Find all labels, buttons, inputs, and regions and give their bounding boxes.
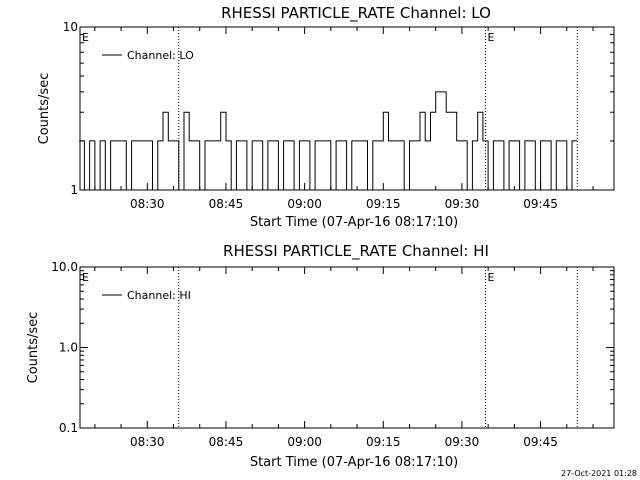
marker-flag: E [488,31,495,44]
x-tick-label: 09:30 [445,435,480,449]
footer-timestamp: 27-Oct-2021 01:28 [561,469,637,478]
legend-label: Channel: LO [127,49,194,62]
x-tick-label: 09:45 [523,435,558,449]
legend-label: Channel: HI [127,289,191,302]
x-tick-label: 09:15 [366,435,401,449]
x-tick-label: 08:30 [130,435,165,449]
corner-flag: E [82,31,89,44]
marker-flag: E [488,271,495,284]
y-tick-label: 0.1 [59,421,78,435]
panel-lo: RHESSI PARTICLE_RATE Channel: LO Start Ti… [37,4,615,230]
y-axis-label: Counts/sec [26,312,41,384]
corner-flag: E [82,271,89,284]
x-tick-label: 09:00 [287,197,322,211]
chart-title: RHESSI PARTICLE_RATE Channel: HI [223,242,489,261]
series-line-channel--lo [79,91,578,191]
x-axis-label: Start Time (07-Apr-16 08:17:10) [250,455,458,470]
x-tick-label: 09:30 [445,197,480,211]
y-axis-label: Counts/sec [37,73,52,145]
y-tick-label: 1 [70,183,78,197]
y-tick-label: 1.0 [59,341,78,355]
x-tick-label: 09:15 [366,197,401,211]
x-tick-label: 08:45 [209,197,244,211]
x-tick-label: 09:00 [287,435,322,449]
y-tick-label: 10 [63,20,78,34]
panel-hi: RHESSI PARTICLE_RATE Channel: HI Start Ti… [26,242,615,470]
y-tick-label: 10.0 [51,260,78,274]
x-tick-label: 08:45 [209,435,244,449]
x-axis-label: Start Time (07-Apr-16 08:17:10) [250,215,458,230]
x-tick-label: 09:45 [523,197,558,211]
chart-title: RHESSI PARTICLE_RATE Channel: LO [221,4,491,23]
x-tick-label: 08:30 [130,197,165,211]
